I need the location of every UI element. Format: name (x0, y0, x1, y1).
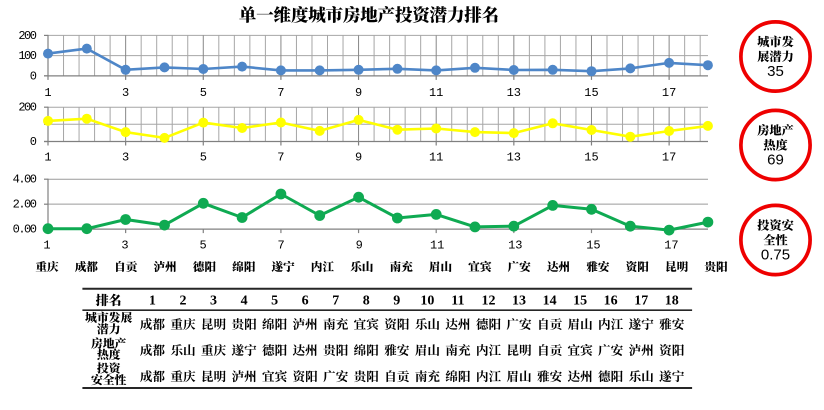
svg-text:0: 0 (13, 223, 20, 237)
svg-text:7: 7 (277, 86, 284, 100)
svg-text:5: 5 (199, 239, 206, 253)
svg-text:18: 18 (665, 293, 679, 308)
svg-text:35: 35 (767, 63, 784, 80)
svg-text:1: 1 (18, 49, 25, 63)
svg-text:8: 8 (363, 293, 370, 308)
svg-text:15: 15 (584, 86, 598, 100)
svg-text:.: . (18, 223, 25, 237)
svg-text:15: 15 (573, 293, 587, 308)
svg-text:1: 1 (43, 239, 50, 253)
svg-text:15: 15 (584, 150, 598, 164)
svg-text:1: 1 (44, 150, 51, 164)
svg-text:9: 9 (393, 293, 400, 308)
svg-text:0: 0 (30, 223, 37, 237)
svg-text:5: 5 (200, 86, 207, 100)
svg-text:2: 2 (18, 29, 25, 43)
svg-text:16: 16 (604, 293, 618, 308)
svg-text:3: 3 (122, 150, 129, 164)
svg-text:.: . (18, 198, 25, 212)
svg-text:0.75: 0.75 (761, 246, 790, 263)
svg-text:7: 7 (332, 293, 339, 308)
svg-text:5: 5 (200, 150, 207, 164)
svg-text:2: 2 (18, 101, 25, 115)
svg-text:11: 11 (429, 86, 443, 100)
svg-text:13: 13 (512, 293, 526, 308)
svg-text:7: 7 (277, 150, 284, 164)
svg-text:0: 0 (30, 135, 37, 149)
svg-text:0: 0 (24, 49, 31, 63)
svg-text:6: 6 (302, 293, 309, 308)
svg-text:17: 17 (662, 86, 676, 100)
svg-text:3: 3 (210, 293, 217, 308)
svg-text:4: 4 (241, 293, 248, 308)
svg-text:11: 11 (430, 239, 444, 253)
svg-text:1: 1 (44, 86, 51, 100)
svg-text:0: 0 (24, 223, 31, 237)
svg-text:13: 13 (508, 239, 522, 253)
svg-text:17: 17 (662, 150, 676, 164)
svg-text:13: 13 (507, 86, 521, 100)
svg-text:11: 11 (451, 293, 464, 308)
svg-text:4: 4 (13, 173, 20, 187)
svg-text:1: 1 (149, 293, 156, 308)
svg-text:11: 11 (429, 150, 443, 164)
svg-text:17: 17 (634, 293, 648, 308)
svg-text:69: 69 (767, 151, 784, 168)
svg-text:.: . (18, 173, 25, 187)
svg-text:0: 0 (24, 198, 31, 212)
svg-text:15: 15 (586, 239, 600, 253)
svg-text:0: 0 (30, 49, 37, 63)
svg-text:13: 13 (507, 150, 521, 164)
svg-text:9: 9 (356, 239, 363, 253)
svg-text:2: 2 (180, 293, 187, 308)
svg-text:0: 0 (24, 29, 31, 43)
svg-text:10: 10 (420, 293, 434, 308)
svg-text:2: 2 (13, 198, 20, 212)
svg-text:0: 0 (30, 101, 37, 115)
svg-text:0: 0 (30, 173, 37, 187)
svg-text:12: 12 (482, 293, 496, 308)
svg-text:3: 3 (122, 86, 129, 100)
svg-text:7: 7 (277, 239, 284, 253)
svg-text:0: 0 (30, 69, 37, 83)
svg-text:14: 14 (543, 293, 557, 308)
svg-text:0: 0 (24, 173, 31, 187)
svg-text:0: 0 (30, 198, 37, 212)
svg-text:0: 0 (30, 29, 37, 43)
svg-text:0: 0 (24, 101, 31, 115)
svg-text:9: 9 (355, 86, 362, 100)
svg-text:5: 5 (271, 293, 278, 308)
svg-text:3: 3 (121, 239, 128, 253)
svg-text:17: 17 (664, 239, 678, 253)
svg-text:9: 9 (355, 150, 362, 164)
